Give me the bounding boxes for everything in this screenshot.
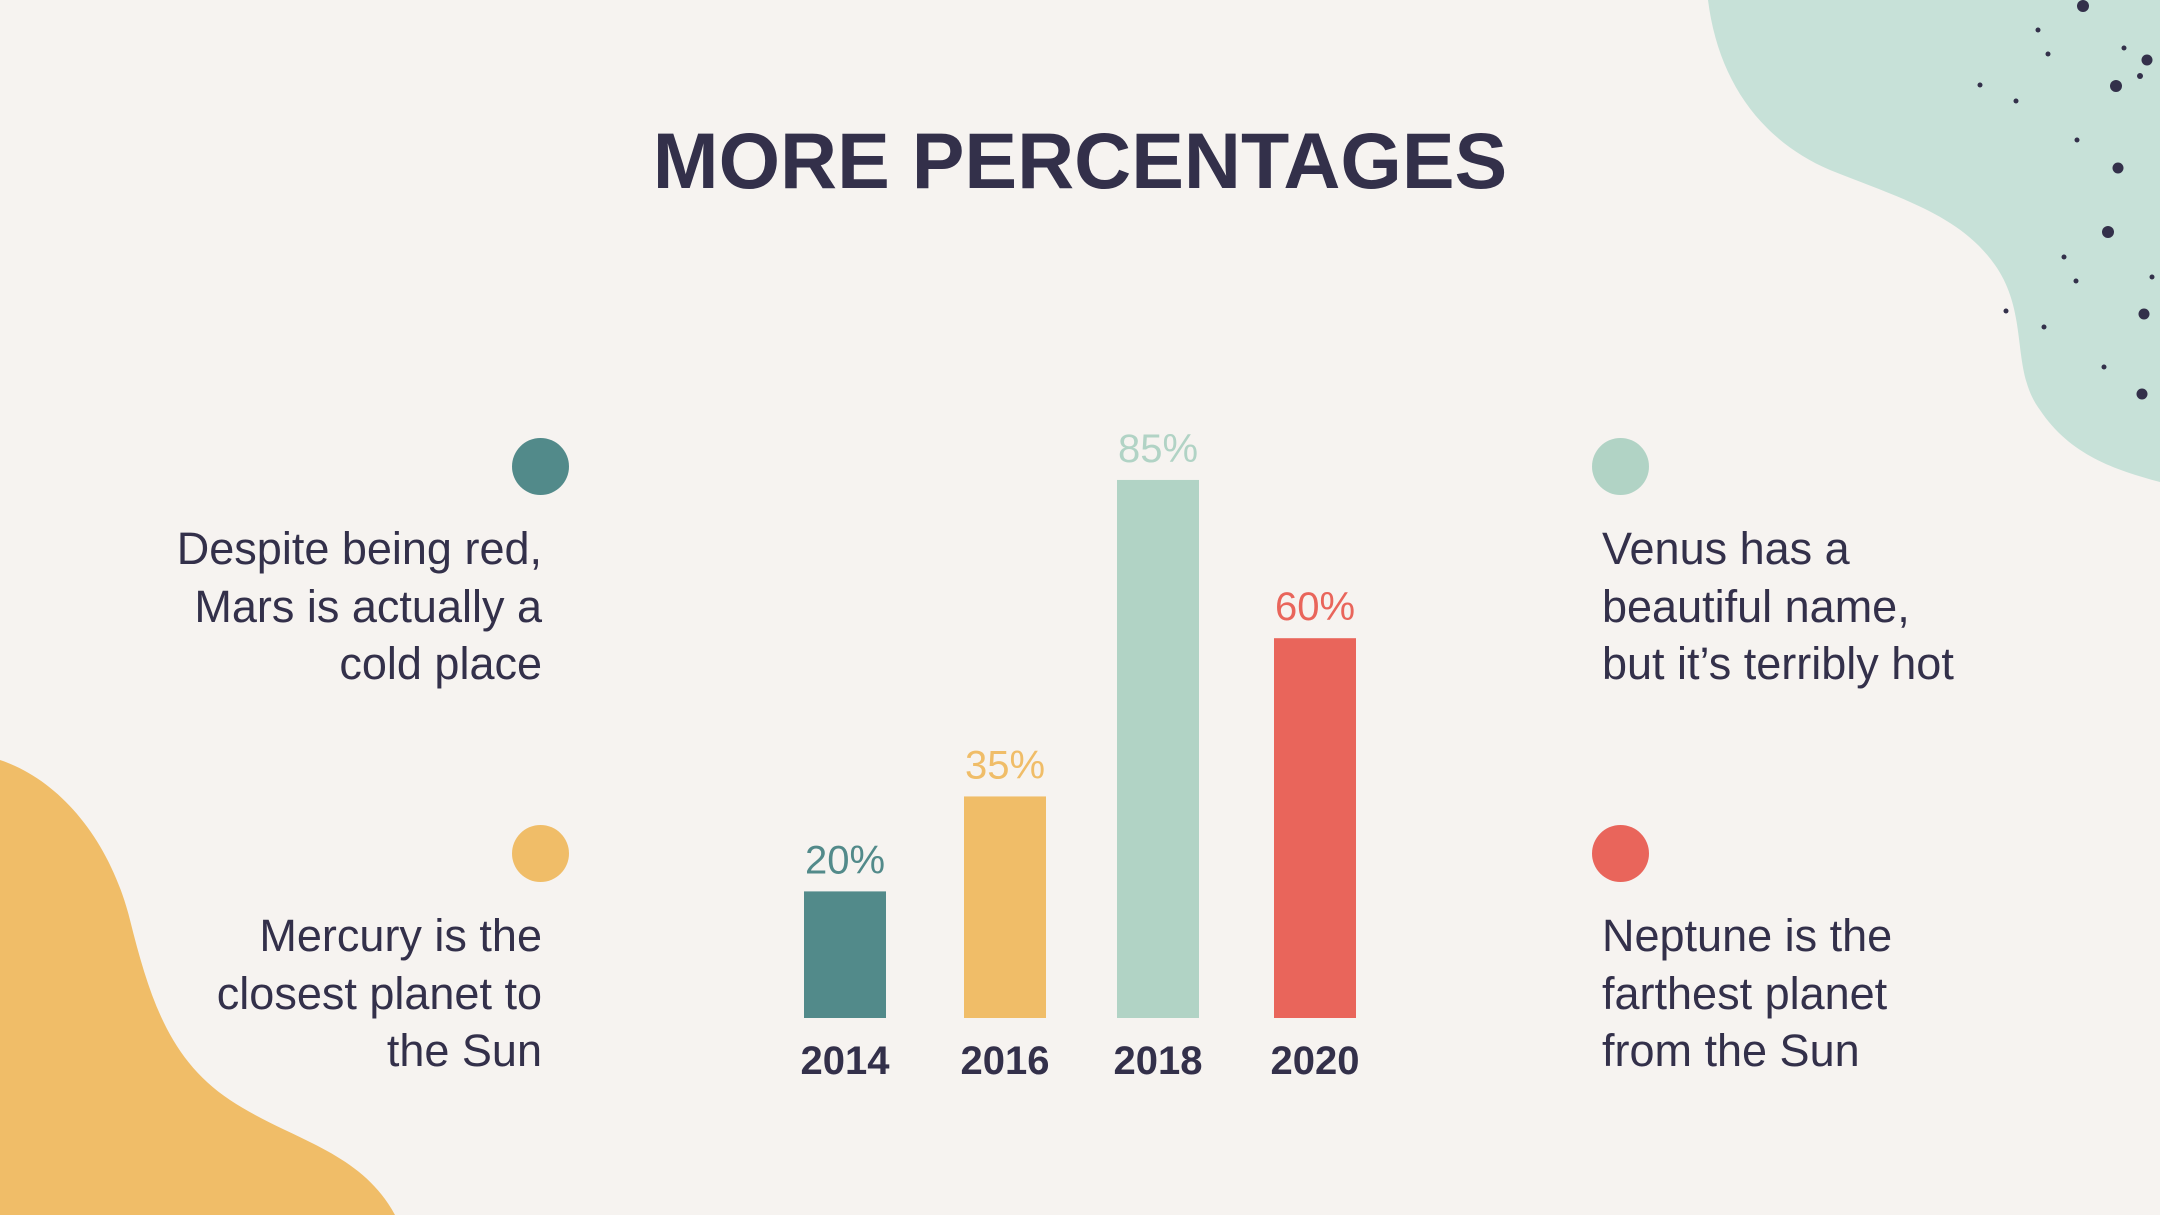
- data-label-2016: 35%: [965, 743, 1045, 787]
- venus-note: Venus has a beautiful name, but it’s ter…: [1602, 523, 1954, 689]
- yellow-blob-shape: [0, 760, 395, 1215]
- mars-note: Despite being red, Mars is actually a co…: [176, 523, 542, 689]
- neptune-note: Neptune is the farthest planet from the …: [1602, 910, 1893, 1076]
- mercury-marker-icon: [512, 825, 569, 882]
- data-label-2018: 85%: [1118, 427, 1198, 471]
- speckle-dots: [1977, 0, 2155, 400]
- mars-marker-icon: [512, 438, 569, 495]
- data-label-2020: 60%: [1275, 585, 1355, 629]
- x-tick-label-2018: 2018: [1114, 1039, 1203, 1083]
- data-label-2014: 20%: [805, 838, 885, 882]
- neptune-marker-icon: [1592, 825, 1649, 882]
- mint-blob-shape: [1708, 0, 2160, 482]
- bar-2020: [1274, 638, 1356, 1018]
- bar-2014: [804, 891, 886, 1018]
- mercury-note: Mercury is the closest planet to the Sun: [216, 910, 542, 1076]
- x-tick-label-2016: 2016: [961, 1039, 1050, 1083]
- bar-2018: [1117, 479, 1199, 1018]
- bar-2016: [964, 796, 1046, 1018]
- x-tick-label-2020: 2020: [1271, 1039, 1360, 1083]
- x-tick-label-2014: 2014: [801, 1039, 891, 1083]
- venus-marker-icon: [1592, 438, 1649, 495]
- slide-title: MORE PERCENTAGES: [652, 116, 1508, 205]
